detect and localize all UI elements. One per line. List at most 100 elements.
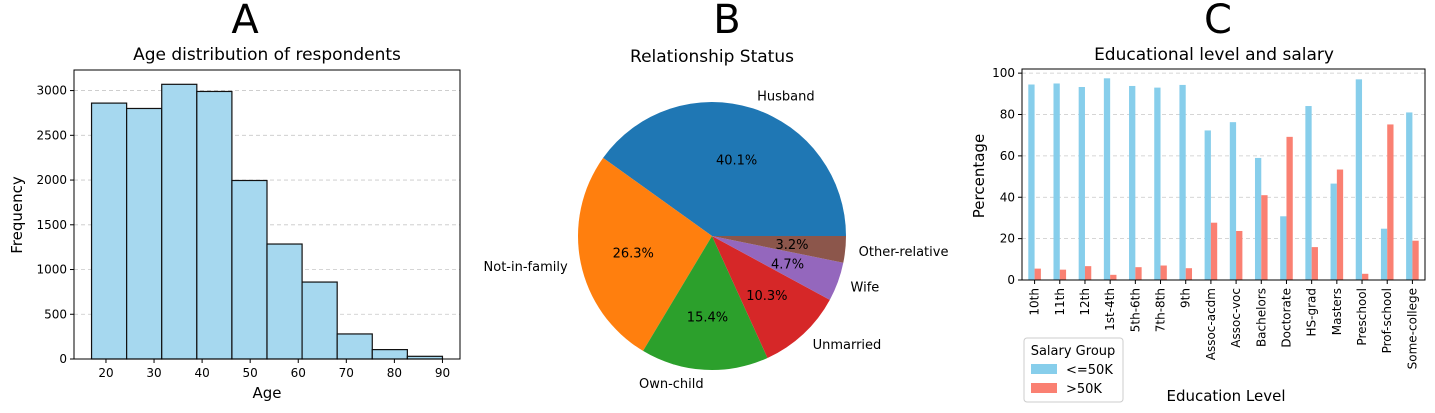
edu-bar-le50k (1254, 157, 1262, 280)
edu-xtick-label: 10th (1028, 288, 1042, 316)
hist-ytick-label: 500 (44, 307, 67, 321)
edu-bar-le50k (1053, 83, 1060, 280)
relationship-pie: Relationship Status 40.1% Husband 26.3% Not… (484, 47, 949, 392)
edu-bar-gt50k (1311, 247, 1318, 280)
edu-xtick-label: Some-college (1405, 288, 1419, 369)
edu-xtick-label: 12th (1078, 288, 1092, 316)
pie-pct-label: 26.3% (613, 246, 654, 261)
edu-xtick-label: 1st-4th (1103, 288, 1117, 331)
hist-xtick-label: 60 (291, 366, 306, 380)
edu-bar-le50k (1028, 84, 1035, 280)
edu-bar-gt50k (1261, 195, 1268, 280)
edu-bar-le50k (1355, 79, 1363, 280)
edu-bar-le50k (1078, 86, 1085, 280)
age-histogram: Age distribution of respondents 0 500 1000… (8, 45, 461, 402)
legend-title: Salary Group (1031, 344, 1116, 359)
edu-bar-le50k (1204, 130, 1211, 280)
pie-category-label: Husband (757, 90, 815, 105)
edu-bar-le50k (1380, 228, 1388, 280)
edu-bar-le50k (1305, 106, 1312, 280)
edu-bar-gt50k (1185, 268, 1193, 280)
edu-bar-gt50k (1362, 273, 1369, 280)
hist-xtick-label: 40 (194, 366, 209, 380)
edu-bar-gt50k (1084, 266, 1092, 280)
edu-bar-gt50k (1412, 240, 1419, 280)
hist-bar (301, 281, 338, 360)
edu-xtick-label: 5th-6th (1128, 288, 1142, 332)
hist-xtick-label: 30 (146, 366, 161, 380)
edu-xtick-label: Bachelors (1254, 288, 1268, 347)
hist-bar (371, 349, 408, 360)
edu-bar-gt50k (1135, 267, 1142, 280)
hist-bar (126, 107, 163, 360)
pie-pct-label: 3.2% (775, 238, 808, 253)
edu-bar-gt50k (1034, 268, 1041, 280)
hist-ytick-label: 1000 (36, 263, 67, 277)
hist-ytick-label: 2500 (36, 128, 67, 142)
legend-label-le50k: <=50K (1066, 363, 1113, 378)
edu-ytick-label: 20 (1000, 232, 1015, 246)
pie-pct-label: 10.3% (746, 289, 787, 304)
edu-ytick-label: 60 (1000, 149, 1015, 163)
edu-ytick-label: 100 (992, 66, 1015, 80)
edu-bar-le50k (1280, 216, 1287, 280)
edu-xtick-label: Doctorate (1279, 288, 1293, 348)
pie-category-label: Wife (851, 280, 880, 295)
edu-xtick-label: Prof-school (1380, 288, 1394, 353)
hist-bar (90, 102, 128, 360)
legend-label-gt50k: >50K (1066, 382, 1102, 397)
edu-bar-gt50k (1336, 169, 1344, 280)
edu-xtick-label: Preschool (1355, 288, 1369, 346)
edu-bar-gt50k (1286, 136, 1293, 280)
edu-xtick-label: Assoc-voc (1229, 288, 1243, 348)
hist-ytick-label: 0 (59, 352, 67, 366)
edu-bar-le50k (1330, 183, 1337, 280)
pie-pct-label: 40.1% (716, 153, 757, 168)
hist-xtick-label: 80 (387, 366, 402, 380)
pie-slice-husband (603, 101, 846, 236)
edu-bar-gt50k (1110, 274, 1117, 280)
hist-ylabel: Frequency (8, 176, 26, 254)
edu-xtick-label: HS-grad (1305, 288, 1319, 337)
hist-ytick-label: 1500 (36, 218, 67, 232)
hist-ytick-label: 3000 (36, 84, 67, 98)
hist-xlabel: Age (252, 384, 281, 402)
pie-pct-label: 15.4% (687, 310, 728, 325)
edu-ytick-label: 0 (1007, 273, 1015, 287)
hist-bar (231, 179, 268, 360)
hist-bar (161, 83, 198, 360)
edu-bar-le50k (1179, 84, 1186, 280)
pie-pct-label: 4.7% (771, 257, 804, 272)
hist-frame (73, 69, 461, 360)
pie-category-label: Other-relative (859, 245, 949, 260)
edu-bar-gt50k (1236, 230, 1243, 280)
pie-slice-own-child (643, 236, 768, 370)
pie-slice-other-relative (712, 236, 846, 263)
pie-category-label: Not-in-family (484, 260, 568, 275)
edu-xtick-label: 9th (1179, 288, 1193, 308)
edu-bar-gt50k (1059, 269, 1067, 280)
hist-bar (266, 243, 303, 360)
edu-ytick-label: 80 (1000, 108, 1015, 122)
legend-swatch-gt50k (1031, 383, 1057, 393)
edu-xtick-label: Assoc-acdm (1204, 288, 1218, 360)
edu-xtick-label: Masters (1330, 288, 1344, 335)
panel-letter-a: A (231, 0, 259, 43)
hist-bar (196, 90, 233, 360)
hist-xtick-label: 90 (435, 366, 450, 380)
pie-slice-unmarried (712, 236, 830, 358)
edu-bar-gt50k (1160, 265, 1167, 280)
panel-letter-b: B (713, 0, 740, 43)
pie-slice-not-in-family (578, 157, 712, 351)
edu-xtick-label: 7th-8th (1154, 288, 1168, 332)
panel-letter-c: C (1204, 0, 1232, 43)
legend-swatch-le50k (1031, 364, 1057, 374)
edu-xtick-label: 11th (1053, 288, 1067, 316)
edu-bar-le50k (1129, 85, 1136, 281)
hist-title: Age distribution of respondents (133, 45, 401, 65)
edu-frame (1021, 68, 1426, 281)
edu-title: Educational level and salary (1094, 45, 1334, 65)
edu-bar-le50k (1229, 122, 1237, 280)
edu-bar-le50k (1154, 87, 1161, 280)
